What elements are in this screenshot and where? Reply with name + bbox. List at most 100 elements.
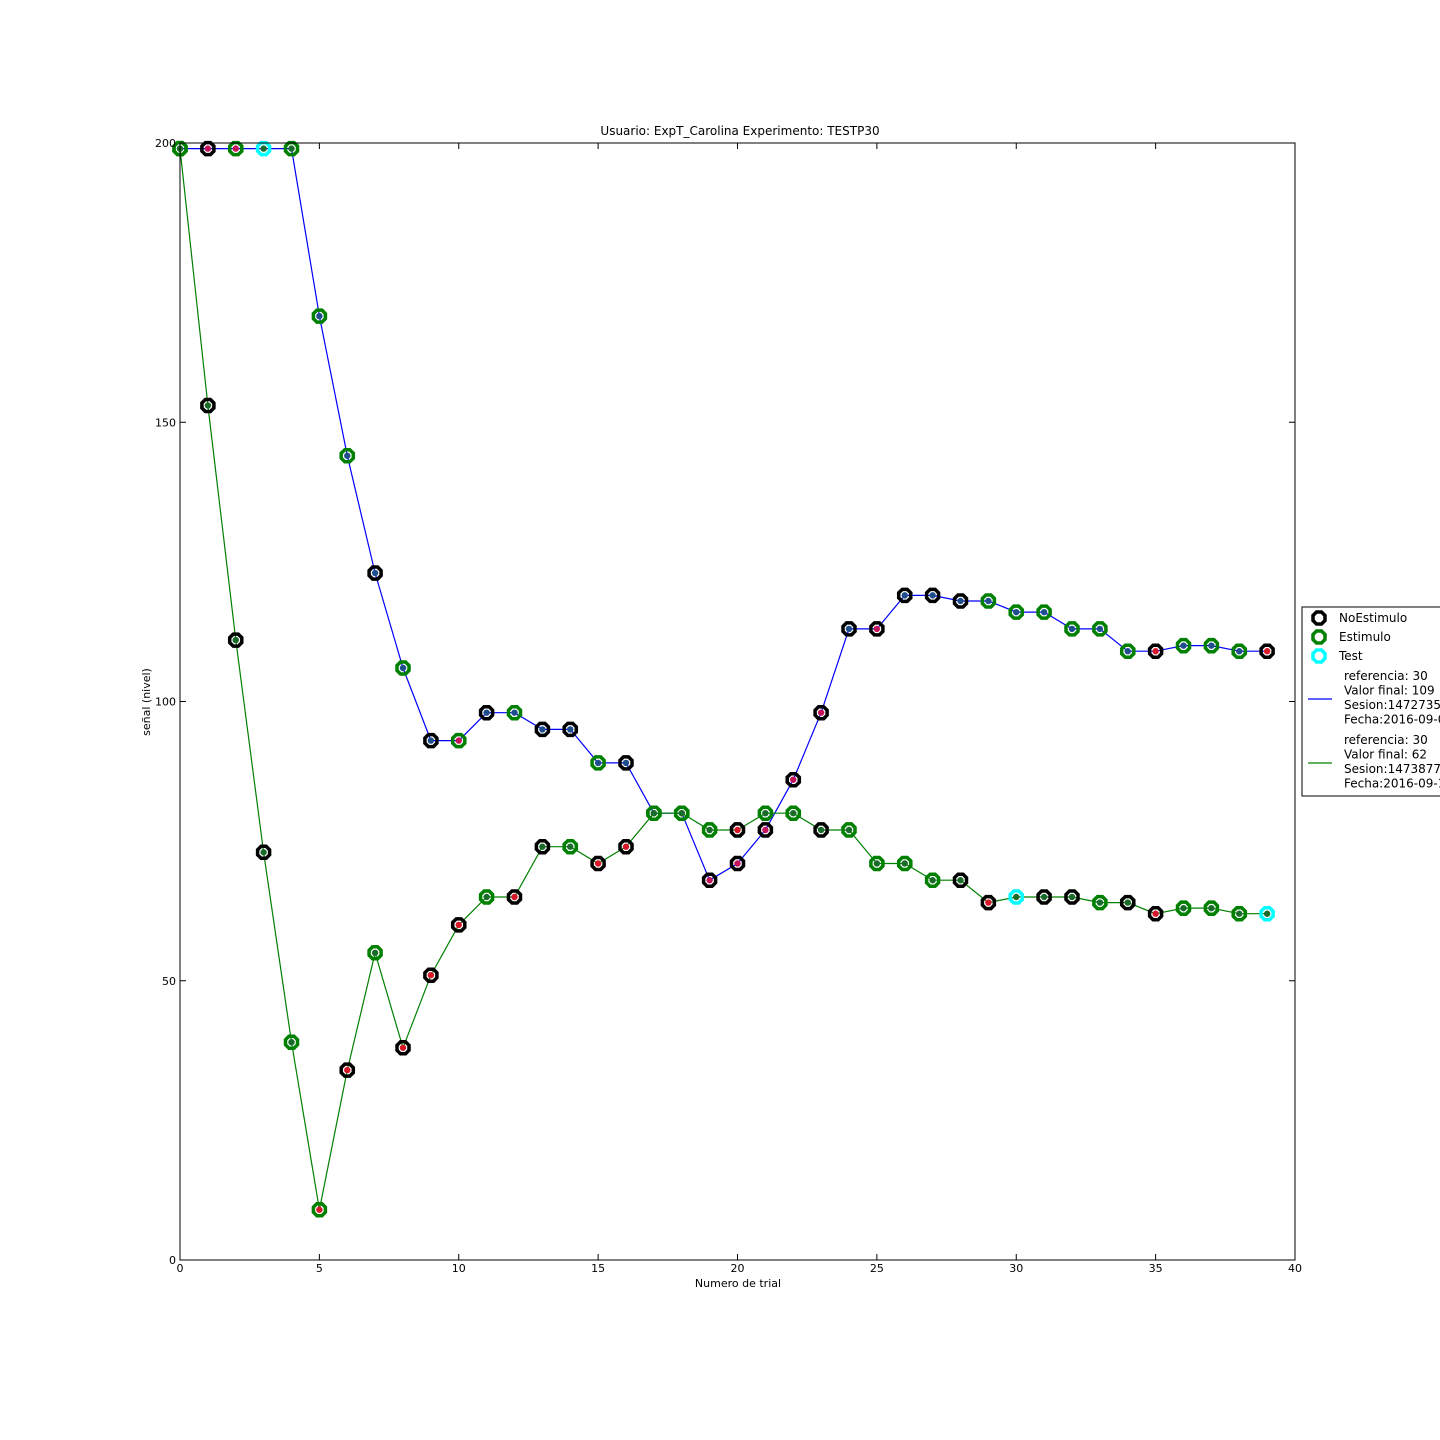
response-dot-s1-t22 [790,776,797,783]
response-dot-s2-t39 [1263,910,1271,917]
legend-series-1-line-4: Fecha:2016-09-0 [1344,713,1440,727]
legend-marker-estimulo [1311,629,1327,645]
marker-estimulo-s2-t21 [757,805,774,821]
response-dot-s2-t32 [1068,893,1076,901]
marker-noestimulo-s2-t32 [1064,889,1080,905]
response-dot-s2-t30 [1013,893,1020,901]
response-dot-s1-t36 [1180,642,1187,649]
response-dot-s1-t27 [929,592,936,599]
marker-estimulo-s2-t17 [646,805,662,821]
response-dot-s2-t1 [204,402,212,409]
legend-series-1-line-1: referencia: 30 [1344,669,1428,683]
legend-series-1-line-2: Valor final: 109 [1344,684,1435,698]
marker-noestimulo-s2-t29 [980,894,997,911]
response-dot-s2-t25 [873,860,881,867]
response-dot-s1-t1 [204,145,212,152]
marker-noestimulo-s2-t9 [423,967,439,983]
response-dot-s2-t9 [427,971,435,979]
response-dot-s2-t12 [511,893,518,901]
marker-noestimulo-s2-t12 [506,889,523,905]
response-dot-s1-t12 [511,709,518,716]
response-dot-s1-t33 [1096,625,1104,633]
x-tick-label: 30 [1009,1262,1023,1275]
y-axis: 0 50 100 150 200 [155,137,1295,1267]
marker-estimulo-s1-t34 [1119,643,1136,659]
marker-estimulo-s2-t37 [1203,900,1220,916]
response-dot-s2-t2 [232,636,239,644]
response-dot-s2-t13 [539,843,546,850]
response-dot-s2-t5 [316,1206,323,1213]
response-dot-s1-t25 [873,625,881,633]
x-tick-label: 40 [1288,1262,1302,1275]
response-dot-s2-t26 [901,860,908,867]
response-dot-s1-t20 [734,860,741,867]
plot-frame [179,142,1296,1261]
response-dot-s2-t20 [734,826,741,834]
x-tick-label: 15 [591,1262,605,1275]
marker-estimulo-s1-t2 [227,140,244,157]
marker-estimulo-s1-t10 [450,732,467,749]
marker-noestimulo-s1-t39 [1259,643,1275,659]
marker-noestimulo-s2-t6 [339,1062,356,1078]
response-dot-s2-t36 [1180,904,1187,912]
marker-noestimulo-s2-t2 [227,632,244,648]
marker-noestimulo-s1-t22 [785,771,802,788]
marker-estimulo-s2-t19 [701,822,718,838]
marker-estimulo-s1-t38 [1231,643,1248,659]
marker-noestimulo-s2-t13 [534,838,551,855]
marker-estimulo-s1-t12 [506,704,523,721]
marker-noestimulo-s2-t31 [1036,889,1052,905]
response-dot-s2-t23 [817,826,825,834]
marker-estimulo-s1-t36 [1175,637,1192,654]
marker-noestimulo-s1-t20 [729,855,746,872]
response-dot-s1-t10 [455,737,462,744]
response-dot-s1-t30 [1013,608,1020,616]
response-dot-s1-t9 [427,737,435,744]
response-dot-s1-t24 [845,625,853,633]
marker-estimulo-s2-t5 [311,1201,328,1218]
response-dot-s1-t21 [762,826,769,834]
x-tick-label: 25 [870,1262,884,1275]
marker-estimulo-s1-t5 [311,308,328,324]
marker-estimulo-s1-t15 [590,755,606,771]
y-tick-label: 100 [155,696,176,709]
marker-test-s2-t30 [1008,889,1025,905]
response-dot-s2-t18 [678,810,685,817]
legend-series-2-line-4: Fecha:2016-09-1 [1344,777,1440,791]
marker-estimulo-s2-t27 [924,872,941,888]
response-dot-s2-t3 [260,849,267,856]
marker-estimulo-s1-t8 [395,660,411,676]
marker-estimulo-s2-t36 [1175,900,1192,916]
x-tick-label: 10 [452,1262,466,1275]
response-dot-s1-t38 [1236,648,1243,655]
marker-noestimulo-s1-t11 [478,704,495,721]
response-dot-s2-t38 [1236,910,1243,917]
legend-series-2-line-1: referencia: 30 [1344,733,1428,747]
response-dot-s1-t32 [1068,625,1076,633]
legend-marker-noestimulo [1311,610,1327,626]
response-dot-s2-t4 [288,1038,295,1046]
y-tick-label: 50 [162,975,176,988]
marker-noestimulo-s1-t16 [618,755,634,771]
y-tick-label: 200 [155,137,176,150]
response-dot-s2-t11 [483,893,490,901]
legend-series-1-line-3: Sesion:1472735 [1344,698,1440,712]
response-dot-s2-t31 [1040,893,1048,901]
marker-noestimulo-s2-t1 [200,397,216,414]
response-dot-s2-t33 [1096,899,1104,906]
response-dot-s2-t24 [845,826,853,834]
marker-estimulo-s1-t29 [980,593,997,609]
response-dot-s2-t22 [790,810,797,817]
marker-noestimulo-s1-t7 [367,565,383,581]
legend-label-test: Test [1338,649,1363,663]
marker-noestimulo-s1-t21 [757,822,774,838]
marker-noestimulo-s1-t13 [534,721,551,738]
marker-estimulo-s2-t14 [562,838,579,855]
response-dot-s2-t29 [985,899,992,906]
marker-noestimulo-s2-t20 [729,822,746,838]
marker-noestimulo-s1-t19 [701,872,718,888]
marker-estimulo-s1-t31 [1036,604,1052,620]
response-dot-s2-t27 [929,877,936,884]
response-dot-s1-t16 [622,759,630,767]
